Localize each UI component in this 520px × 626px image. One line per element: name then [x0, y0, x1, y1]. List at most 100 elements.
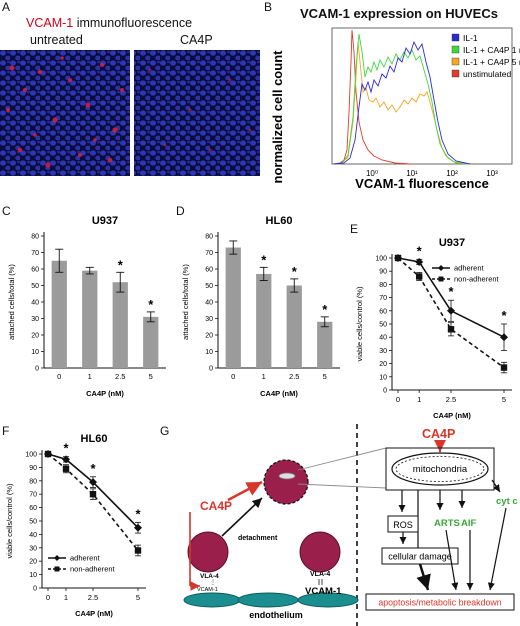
arrow-damage-to-apoptosis: [416, 563, 431, 591]
panel-letter-b: B: [264, 0, 273, 14]
chart-f-xtick-label-3: 5: [136, 593, 140, 602]
chart-d-significance-1: *: [261, 252, 267, 267]
vla4-bond-left: ⋮: [210, 580, 216, 586]
chart-e-ytick-label-3: 30: [379, 348, 387, 355]
chart-c-ytick-label-3: 30: [31, 316, 39, 323]
histogram-unstimulated: [333, 29, 411, 165]
panel-g-schematic: endothelium CA4P detachment VLA-4 ⋮ VCAM…: [183, 424, 518, 626]
chart-f-xtick-label-0: 0: [46, 593, 50, 602]
chart-f-legend-non-adherent-label: non-adherent: [70, 565, 116, 574]
chart-c-xlabel: CA4P (nM): [86, 389, 124, 398]
chart-e-significance-2: *: [501, 308, 507, 323]
chart-f-ytick-label-4: 40: [29, 532, 37, 539]
chart-d-bar-3: [317, 321, 333, 368]
chart-c-ytick-label-8: 80: [31, 234, 39, 241]
chart-e-xtick-label-2: 2.5: [446, 395, 456, 404]
chart-d-significance-2: *: [292, 264, 298, 279]
legend-label-ca4p1: IL-1 + CA4P 1 nM: [463, 45, 520, 55]
chart-c-xtick-label-0: 0: [57, 372, 61, 381]
chart-c-ytick-label-2: 20: [31, 333, 39, 340]
chart-e-ytick-label-6: 60: [379, 308, 387, 315]
panel-b-xtick-2: 10²: [446, 169, 458, 178]
chart-d-xtick-label-1: 1: [262, 372, 266, 381]
chart-d-ytick-label-6: 60: [205, 267, 213, 274]
arrow-arts-to-apoptosis: [445, 529, 459, 591]
chart-d-bar-1: [256, 273, 272, 368]
chart-d-ytick-label-8: 80: [205, 234, 213, 241]
chart-f-ytick-label-3: 30: [29, 545, 37, 552]
chart-f-ylabel: viable cells/control (%): [5, 483, 14, 559]
chart-f-ytick-label-6: 60: [29, 505, 37, 512]
panel-letter-e: E: [350, 222, 359, 236]
chart-f-ytick-label-2: 20: [29, 559, 37, 566]
chart-e-legend-non-adherent-label: non-adherent: [454, 275, 500, 284]
chart-c-xtick-label-2: 2.5: [115, 372, 125, 381]
zoom-line-bottom: [297, 483, 387, 489]
chart-e-series-non-adherent-point-3: [500, 364, 508, 371]
chart-e-ytick-label-4: 40: [379, 335, 387, 342]
chart-e-ytick-label-10: 100: [375, 256, 387, 263]
chart-d-significance-3: *: [322, 302, 328, 317]
chart-f-series-non-adherent-point-3: [134, 547, 142, 554]
panel-b-ylabel: normalized cell count: [270, 50, 285, 184]
apoptosis-label: apoptosis/metabolic breakdown: [378, 598, 501, 608]
chart-e-ytick-label-8: 80: [379, 282, 387, 289]
chart-c-ytick-label-6: 60: [31, 267, 39, 274]
chart-e-title: U937: [439, 237, 465, 249]
legend-label-unstim: unstimulated: [463, 69, 511, 79]
panel-letter-g: G: [160, 424, 170, 438]
chart-e-significance-0: *: [417, 243, 423, 258]
chart-f-series-adherent-point-1: [62, 455, 70, 464]
ca4p-arrow-to-cell: [227, 480, 263, 502]
chart-e-legend-adherent-marker: [438, 265, 444, 271]
chart-f-ytick-label-10: 100: [25, 452, 37, 459]
chart-f-ytick-label-9: 90: [29, 465, 37, 472]
histogram-il1: [333, 40, 471, 165]
chart-f-significance-1: *: [90, 461, 96, 476]
chart-d-ytick-label-3: 30: [205, 316, 213, 323]
chart-c-significance-2: *: [118, 257, 124, 272]
chart-e-ytick-label-0: 0: [383, 388, 387, 395]
chart-f-legend-adherent-marker: [54, 555, 60, 561]
chart-f-series-adherent-point-3: [134, 523, 142, 532]
chart-f-series-non-adherent-point-1: [62, 465, 70, 472]
chart-d-xtick-label-0: 0: [231, 372, 235, 381]
leukocyte-attached-left: [187, 531, 229, 573]
chart-d-bar-0: [225, 247, 241, 368]
panel-b-xtick-0: 10⁰: [366, 169, 378, 178]
chart-f-xtick-label-1: 1: [64, 593, 68, 602]
chart-f-series-non-adherent-point-0: [44, 450, 52, 458]
chart-f-ytick-label-8: 80: [29, 478, 37, 485]
chart-f-series-adherent-point-2: [89, 478, 97, 487]
chart-f-xtick-label-2: 2.5: [88, 593, 98, 602]
chart-e-series-non-adherent-line: [397, 257, 505, 369]
chart-c-ytick-label-7: 70: [31, 250, 39, 257]
chart-d-bar-2: [286, 285, 302, 368]
chart-d-title: HL60: [266, 215, 293, 227]
chart-e-series-adherent-point-2: [447, 306, 455, 315]
chart-f-ytick-label-5: 50: [29, 519, 37, 526]
chart-e-ytick-label-1: 10: [379, 374, 387, 381]
chart-f-series-non-adherent-point-2: [89, 491, 97, 498]
panel-a-micrographs: [0, 50, 260, 176]
leukocyte-attached-right: [299, 531, 341, 573]
mitochondria-ellipse: [391, 452, 489, 486]
chart-f-ytick-label-1: 10: [29, 572, 37, 579]
chart-d-xlabel: CA4P (nM): [260, 389, 298, 398]
chart-c-bar-2: [112, 282, 128, 368]
chart-d-ytick-label-4: 40: [205, 300, 213, 307]
panel-letter-f: F: [2, 424, 10, 438]
chart-e-series-non-adherent-point-0: [394, 254, 402, 262]
chart-e-series-adherent-line: [397, 257, 505, 338]
panel-b-legend: IL-1 IL-1 + CA4P 1 nM IL-1 + CA4P 5 nM u…: [451, 33, 520, 79]
chart-c-ytick-label-5: 50: [31, 283, 39, 290]
chart-f-series-adherent-line: [47, 453, 139, 529]
vcam-staining-ca4p: [148, 68, 252, 152]
chart-e-xlabel: CA4P (nM): [433, 411, 471, 420]
panel-letter-d: D: [176, 204, 185, 218]
chart-f-legend-non-adherent-marker: [54, 566, 60, 572]
chart-f-ytick-label-7: 70: [29, 492, 37, 499]
